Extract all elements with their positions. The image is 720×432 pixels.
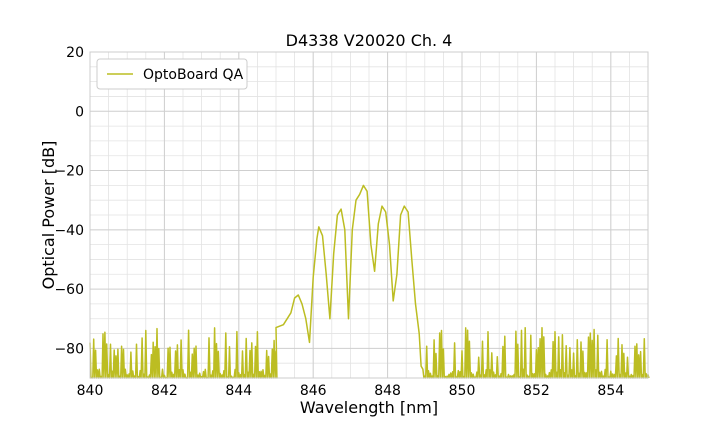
x-tick-label: 854 <box>597 383 624 399</box>
x-tick-label: 844 <box>225 383 252 399</box>
x-tick-label: 846 <box>300 383 327 399</box>
y-axis-label: Optical Power [dB] <box>39 141 58 290</box>
x-axis-label: Wavelength [nm] <box>300 398 438 417</box>
legend-box <box>96 58 248 90</box>
series-layer <box>89 184 650 379</box>
plot-frame <box>89 51 649 379</box>
x-tick-label: 842 <box>151 383 178 399</box>
y-tick-label: −20 <box>54 164 84 180</box>
x-tick-label: 840 <box>77 383 104 399</box>
x-tick-labels: 840 842 844 846 848 850 852 854 <box>77 383 625 399</box>
x-tick-label: 852 <box>523 383 550 399</box>
y-tick-label: 0 <box>75 104 84 120</box>
x-tick-label: 848 <box>374 383 401 399</box>
y-tick-label: −40 <box>54 223 84 239</box>
y-tick-labels: 20 0 −20 −40 −60 −80 <box>54 45 84 357</box>
x-tick-label: 850 <box>449 383 476 399</box>
y-tick-label: 20 <box>66 45 84 61</box>
y-tick-label: −80 <box>54 341 84 357</box>
y-tick-label: −60 <box>54 282 84 298</box>
chart-title: D4338 V20020 Ch. 4 <box>286 31 453 50</box>
legend: OptoBoard QA <box>96 58 248 90</box>
legend-label-optoboard-qa: OptoBoard QA <box>143 67 244 83</box>
series-line-optoboard-qa <box>89 184 650 379</box>
major-grid <box>89 51 648 378</box>
